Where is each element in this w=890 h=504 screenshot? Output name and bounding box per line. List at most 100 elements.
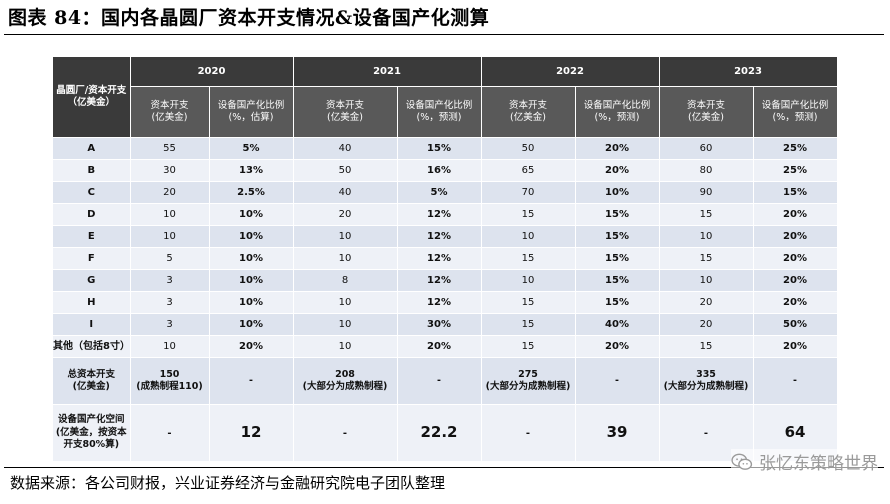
capex-cell: 15 (481, 291, 576, 314)
source-rule (4, 467, 884, 468)
localization-cell: 20% (753, 269, 838, 292)
localization-cell: 30% (397, 313, 482, 336)
table-row: E 10 10% 10 12% 10 15% 10 20% (53, 225, 838, 248)
localization-cell: 2.5% (209, 181, 294, 204)
localization-cell: 10% (209, 247, 294, 270)
watermark: 张忆东策略世界 (731, 449, 878, 474)
capex-cell: 10 (659, 225, 754, 248)
wechat-icon (731, 453, 753, 470)
localization-cell: 20% (753, 203, 838, 226)
localization-space-cell: - (293, 404, 398, 462)
localization-header: 设备国产化比例 (%，预测) (575, 86, 660, 138)
capex-cell: 5 (130, 247, 210, 270)
table-row: G 3 10% 8 12% 10 15% 10 20% (53, 269, 838, 292)
fab-name-cell: G (53, 269, 131, 292)
localization-cell: 40% (575, 313, 660, 336)
localization-cell: 20% (753, 291, 838, 314)
localization-cell: 20% (753, 247, 838, 270)
localization-cell: 10% (209, 291, 294, 314)
capex-cell: 40 (293, 181, 398, 204)
watermark-text: 张忆东策略世界 (759, 454, 878, 474)
localization-header: 设备国产化比例 (%，预测) (397, 86, 482, 138)
localization-space-cell: 22.2 (397, 404, 482, 462)
localization-cell: 10% (575, 181, 660, 204)
localization-cell: 10% (209, 269, 294, 292)
capex-cell: 60 (659, 137, 754, 160)
localization-header: 设备国产化比例 (%，预测) (753, 86, 838, 138)
fab-name-cell: C (53, 181, 131, 204)
capex-cell: 10 (130, 203, 210, 226)
header-row-years: 晶圆厂/资本开支（亿美金） 2020 2021 2022 2023 (53, 57, 838, 138)
fab-name-cell: I (53, 313, 131, 336)
capex-cell: 50 (481, 137, 576, 160)
localization-cell: 25% (753, 159, 838, 182)
localization-cell: 15% (575, 269, 660, 292)
localization-space-cell: 12 (209, 404, 294, 462)
fab-name-cell: H (53, 291, 131, 314)
figure-title: 图表 84：国内各晶圆厂资本开支情况&设备国产化测算 (8, 7, 490, 29)
total-capex-cell: 208 (大部分为成熟制程) (293, 357, 398, 405)
capex-cell: 20 (659, 291, 754, 314)
localization-cell: 16% (397, 159, 482, 182)
capex-header: 资本开支 (亿美金) (659, 86, 754, 138)
localization-cell: 25% (753, 137, 838, 160)
title-rule (4, 34, 884, 35)
capex-cell: 10 (130, 335, 210, 358)
capex-cell: 3 (130, 269, 210, 292)
localization-space-cell: - (130, 404, 210, 462)
total-capex-cell: 150 (成熟制程110) (130, 357, 210, 405)
capex-cell: 55 (130, 137, 210, 160)
localization-cell: 20% (753, 225, 838, 248)
capex-cell: 10 (293, 291, 398, 314)
capex-cell: 20 (293, 203, 398, 226)
localization-cell: 5% (209, 137, 294, 160)
capex-cell: 15 (481, 203, 576, 226)
localization-cell: 10% (209, 313, 294, 336)
localization-cell: 15% (575, 203, 660, 226)
localization-cell: 50% (753, 313, 838, 336)
capex-cell: 15 (481, 335, 576, 358)
table-row: F 5 10% 10 12% 15 15% 15 20% (53, 247, 838, 270)
localization-cell: 20% (397, 335, 482, 358)
localization-cell: 12% (397, 225, 482, 248)
capex-cell: 8 (293, 269, 398, 292)
capex-cell: 90 (659, 181, 754, 204)
capex-cell: 15 (481, 247, 576, 270)
table-row: D 10 10% 20 12% 15 15% 15 20% (53, 203, 838, 226)
capex-header: 资本开支 (亿美金) (130, 86, 210, 138)
localization-cell: 12% (397, 247, 482, 270)
localization-cell: 12% (397, 291, 482, 314)
capex-cell: 20 (659, 313, 754, 336)
fab-name-cell: F (53, 247, 131, 270)
fab-name-cell: B (53, 159, 131, 182)
localization-space-row: 设备国产化空间 (亿美金，按资本开支80%算) -12-22.2-39-64 (53, 404, 838, 462)
capex-cell: 3 (130, 313, 210, 336)
localization-cell: 15% (397, 137, 482, 160)
source-note: 数据来源：各公司财报，兴业证券经济与金融研究院电子团队整理 (10, 474, 446, 492)
total-capex-cell: 275 (大部分为成熟制程) (481, 357, 576, 405)
fab-name-cell: E (53, 225, 131, 248)
capex-cell: 10 (659, 269, 754, 292)
capex-header: 资本开支 (亿美金) (481, 86, 576, 138)
total-capex-label: 总资本开支 (亿美金) (53, 357, 131, 405)
capex-cell: 3 (130, 291, 210, 314)
localization-cell: 15% (753, 181, 838, 204)
table-row: C 20 2.5% 40 5% 70 10% 90 15% (53, 181, 838, 204)
capex-cell: 20 (130, 181, 210, 204)
fab-name-cell: D (53, 203, 131, 226)
localization-cell: 20% (575, 137, 660, 160)
capex-cell: 15 (659, 247, 754, 270)
localization-cell: 20% (575, 335, 660, 358)
year-header: 2020 (130, 57, 294, 87)
localization-header: 设备国产化比例 (%，估算) (209, 86, 294, 138)
capex-cell: 10 (293, 335, 398, 358)
localization-cell: 12% (397, 203, 482, 226)
year-header: 2023 (659, 57, 838, 87)
localization-cell: 12% (397, 269, 482, 292)
capex-cell: 15 (659, 335, 754, 358)
year-header: 2021 (293, 57, 482, 87)
table-row: I 3 10% 10 30% 15 40% 20 50% (53, 313, 838, 336)
capex-cell: 15 (481, 313, 576, 336)
capex-cell: 10 (130, 225, 210, 248)
year-header: 2022 (481, 57, 660, 87)
